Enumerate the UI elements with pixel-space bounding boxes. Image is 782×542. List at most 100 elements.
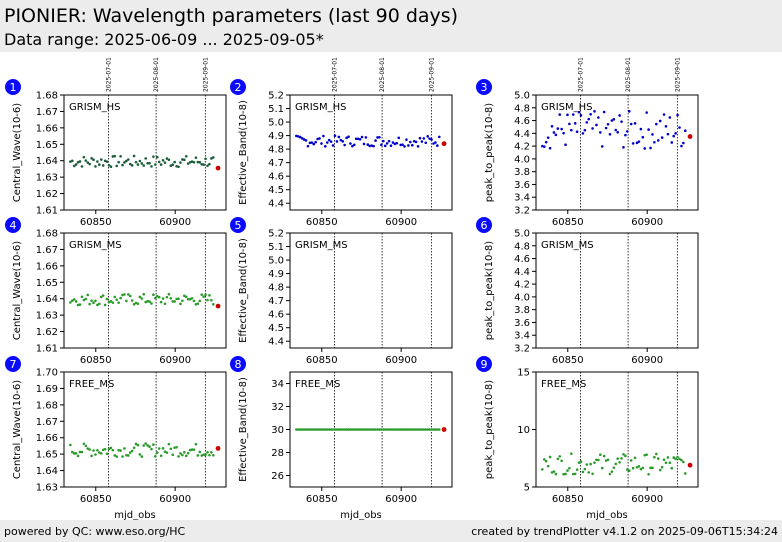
- data-point: [676, 113, 679, 117]
- y-tick-label: 1.67: [36, 417, 58, 428]
- data-point: [134, 442, 138, 446]
- latest-data-point: [215, 445, 221, 451]
- data-point: [154, 455, 157, 458]
- y-tick-label: 4.8: [268, 145, 284, 156]
- data-point: [403, 428, 406, 431]
- data-point: [571, 113, 575, 116]
- data-point: [72, 164, 76, 168]
- data-point: [641, 466, 645, 470]
- data-point: [418, 428, 422, 431]
- data-point: [416, 428, 420, 431]
- data-point: [656, 139, 660, 142]
- plot-frame: [289, 94, 453, 211]
- data-point: [86, 161, 90, 164]
- data-point: [171, 300, 175, 303]
- data-point: [593, 461, 596, 464]
- data-point: [148, 300, 151, 303]
- data-point: [645, 453, 648, 456]
- data-point: [90, 157, 93, 160]
- data-point: [541, 468, 544, 471]
- data-point: [422, 137, 426, 140]
- data-point: [72, 298, 76, 301]
- data-point: [177, 297, 180, 301]
- data-point: [163, 450, 167, 454]
- data-point: [622, 453, 625, 456]
- data-point: [383, 144, 387, 148]
- data-point: [177, 165, 180, 169]
- data-point: [366, 428, 370, 431]
- data-point: [600, 466, 604, 470]
- data-point: [308, 141, 312, 145]
- y-tick-label: 4.0: [514, 292, 530, 303]
- latest-data-point: [441, 141, 447, 147]
- data-point: [138, 453, 142, 456]
- data-point: [312, 142, 316, 146]
- data-point: [552, 470, 556, 473]
- data-point: [542, 458, 546, 461]
- data-point: [368, 428, 372, 431]
- data-point: [604, 126, 608, 130]
- data-point: [202, 163, 205, 166]
- data-point: [80, 450, 84, 454]
- y-tick-label: 1.68: [36, 400, 58, 411]
- data-point: [302, 138, 306, 141]
- data-point: [324, 145, 327, 148]
- data-point: [196, 454, 200, 457]
- data-point: [407, 144, 410, 147]
- x-tick-label: 60900: [385, 355, 417, 366]
- data-point: [159, 454, 163, 458]
- data-point: [157, 447, 161, 450]
- panel-4: 4 1.61 1.62 1.63 1.64 1.65 1.66 1.67 1.68 60850 60…: [5, 217, 227, 366]
- data-point: [165, 295, 169, 299]
- data-point: [558, 113, 562, 116]
- data-point: [581, 132, 585, 135]
- y-axis-label: peak_to_peak(10-8): [484, 380, 495, 479]
- date-label: 2025-07-01: [105, 57, 112, 92]
- mode-label: FREE_MS: [295, 379, 340, 390]
- data-point: [179, 302, 182, 306]
- x-tick-label: 60850: [552, 217, 584, 228]
- data-point: [105, 160, 109, 163]
- y-tick-label: 4.6: [514, 254, 530, 265]
- data-point: [101, 294, 105, 297]
- data-point: [649, 466, 652, 470]
- mode-label: GRISM_MS: [69, 240, 122, 251]
- data-point: [184, 155, 188, 158]
- data-point: [88, 162, 91, 166]
- data-point: [668, 461, 672, 465]
- data-point: [337, 428, 341, 431]
- data-point: [186, 162, 190, 165]
- mode-label: GRISM_HS: [295, 102, 347, 113]
- data-point: [208, 162, 211, 166]
- data-point: [643, 147, 647, 150]
- y-tick-label: 1.63: [36, 173, 58, 184]
- y-tick-label: 1.65: [36, 278, 58, 289]
- data-point: [154, 296, 157, 300]
- data-point: [206, 298, 209, 302]
- y-tick-label: 3.8: [514, 167, 530, 178]
- data-point: [333, 428, 337, 431]
- data-point: [184, 295, 188, 299]
- data-point: [142, 444, 146, 447]
- data-point: [387, 428, 391, 431]
- y-tick-label: 1.63: [36, 483, 58, 494]
- data-point: [69, 301, 72, 304]
- data-point: [633, 456, 637, 460]
- mode-label: FREE_MS: [541, 379, 586, 390]
- data-point: [389, 428, 393, 431]
- data-point: [399, 143, 402, 147]
- data-point: [542, 145, 546, 148]
- data-point: [150, 302, 153, 305]
- x-tick-label: 60900: [631, 355, 663, 366]
- panel-number: 2: [235, 81, 242, 94]
- data-point: [181, 299, 184, 303]
- panel-2: 2 2025-07-01 2025-08-01 2025-09-01 4.4 4.5 4.6…: [230, 57, 453, 228]
- data-point: [210, 157, 213, 160]
- data-point: [204, 453, 207, 456]
- y-tick-label: 4.6: [268, 310, 284, 321]
- x-tick-label: 60850: [80, 217, 112, 228]
- data-point: [612, 118, 616, 121]
- data-point: [186, 451, 190, 455]
- plot-frame: [535, 232, 699, 349]
- data-point: [304, 428, 308, 431]
